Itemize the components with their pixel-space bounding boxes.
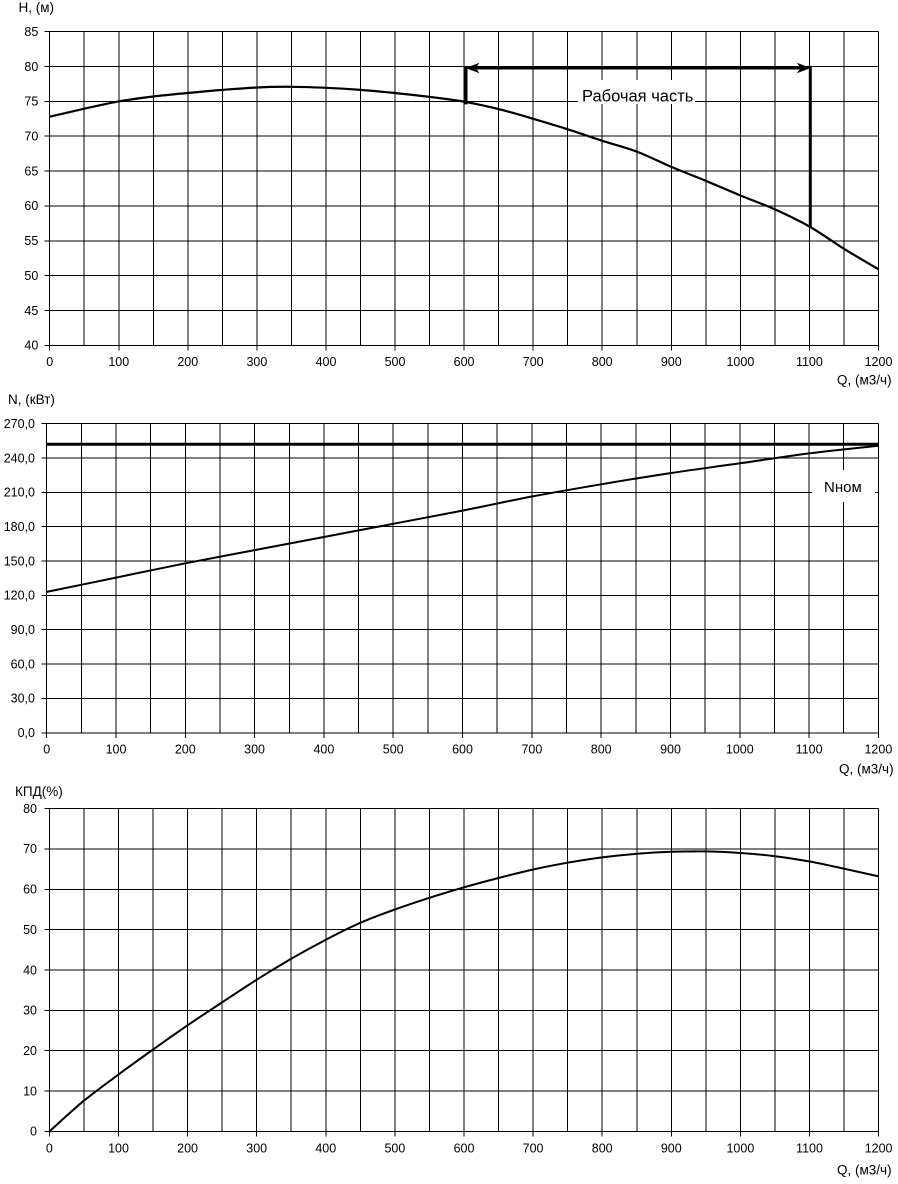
- svg-text:45: 45: [24, 304, 38, 318]
- svg-text:210,0: 210,0: [4, 486, 35, 500]
- svg-text:120,0: 120,0: [4, 589, 35, 603]
- svg-text:90,0: 90,0: [11, 623, 35, 637]
- svg-text:1000: 1000: [726, 1142, 754, 1156]
- svg-text:20: 20: [23, 1044, 37, 1058]
- svg-text:800: 800: [592, 1142, 613, 1156]
- svg-text:70: 70: [24, 130, 38, 144]
- svg-text:900: 900: [661, 355, 682, 369]
- svg-text:85: 85: [24, 25, 38, 39]
- svg-text:60,0: 60,0: [11, 657, 35, 671]
- svg-text:400: 400: [313, 743, 334, 757]
- svg-text:700: 700: [523, 355, 544, 369]
- svg-text:800: 800: [592, 355, 613, 369]
- svg-text:0: 0: [43, 743, 50, 757]
- svg-text:50: 50: [23, 923, 37, 937]
- svg-text:100: 100: [108, 1142, 129, 1156]
- svg-text:500: 500: [383, 743, 404, 757]
- svg-text:1100: 1100: [796, 1142, 823, 1156]
- svg-text:75: 75: [24, 95, 38, 109]
- svg-text:200: 200: [177, 1142, 198, 1156]
- svg-text:1100: 1100: [796, 743, 823, 757]
- svg-text:0: 0: [46, 355, 53, 369]
- svg-text:1100: 1100: [796, 355, 823, 369]
- svg-text:900: 900: [660, 743, 681, 757]
- svg-text:0: 0: [30, 1125, 37, 1139]
- svg-text:H, (м): H, (м): [19, 0, 55, 15]
- svg-text:80: 80: [24, 60, 38, 74]
- svg-text:0,0: 0,0: [18, 726, 35, 740]
- svg-text:60: 60: [24, 199, 38, 213]
- svg-text:300: 300: [246, 1142, 267, 1156]
- svg-text:100: 100: [106, 743, 127, 757]
- svg-text:400: 400: [316, 355, 337, 369]
- svg-text:600: 600: [452, 743, 473, 757]
- svg-text:700: 700: [521, 743, 542, 757]
- svg-text:30: 30: [23, 1004, 37, 1018]
- svg-text:240,0: 240,0: [4, 451, 35, 465]
- svg-text:55: 55: [24, 234, 38, 248]
- svg-text:300: 300: [246, 355, 267, 369]
- svg-text:N, (кВт): N, (кВт): [8, 392, 55, 407]
- svg-text:30,0: 30,0: [11, 692, 35, 706]
- svg-text:Q, (м3/ч): Q, (м3/ч): [837, 1163, 892, 1178]
- svg-text:40: 40: [24, 339, 38, 353]
- svg-text:600: 600: [454, 355, 475, 369]
- svg-text:50: 50: [24, 269, 38, 283]
- svg-text:0: 0: [46, 1142, 53, 1156]
- svg-text:200: 200: [175, 743, 196, 757]
- svg-text:1200: 1200: [865, 1142, 893, 1156]
- svg-text:700: 700: [523, 1142, 544, 1156]
- svg-text:Q, (м3/ч): Q, (м3/ч): [837, 373, 892, 388]
- svg-text:70: 70: [23, 842, 37, 856]
- svg-text:100: 100: [108, 355, 129, 369]
- svg-text:10: 10: [23, 1084, 37, 1098]
- svg-text:500: 500: [384, 1142, 405, 1156]
- svg-text:1000: 1000: [726, 355, 754, 369]
- svg-text:180,0: 180,0: [4, 520, 35, 534]
- svg-text:300: 300: [244, 743, 265, 757]
- svg-text:150,0: 150,0: [4, 554, 35, 568]
- svg-text:КПД(%): КПД(%): [15, 784, 63, 799]
- svg-text:1200: 1200: [864, 743, 892, 757]
- svg-text:60: 60: [23, 883, 37, 897]
- svg-text:65: 65: [24, 164, 38, 178]
- svg-text:400: 400: [315, 1142, 336, 1156]
- svg-text:900: 900: [661, 1142, 682, 1156]
- svg-text:80: 80: [23, 802, 37, 816]
- svg-text:1000: 1000: [726, 743, 754, 757]
- svg-text:Nном: Nном: [824, 479, 862, 496]
- svg-text:800: 800: [591, 743, 612, 757]
- svg-text:270,0: 270,0: [4, 417, 35, 431]
- svg-text:1200: 1200: [865, 355, 893, 369]
- svg-text:Рабочая часть: Рабочая часть: [582, 87, 693, 105]
- svg-text:600: 600: [454, 1142, 475, 1156]
- svg-text:500: 500: [385, 355, 406, 369]
- svg-text:40: 40: [23, 963, 37, 977]
- svg-text:200: 200: [177, 355, 198, 369]
- svg-text:Q, (м3/ч): Q, (м3/ч): [839, 762, 894, 777]
